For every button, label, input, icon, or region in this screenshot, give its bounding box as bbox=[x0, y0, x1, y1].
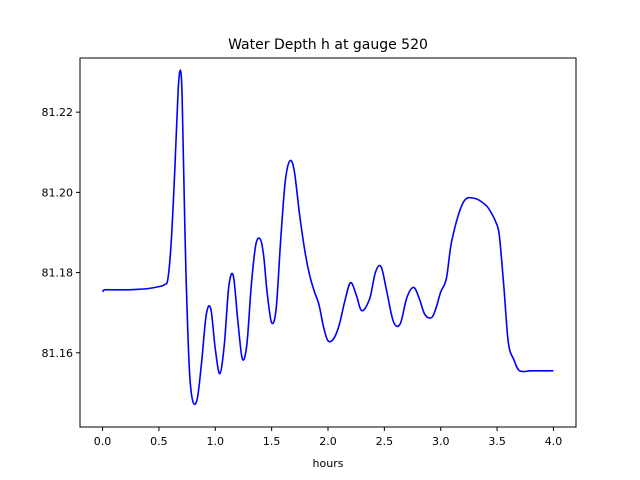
y-tick-label: 81.16 bbox=[42, 347, 74, 360]
y-tick-label: 81.20 bbox=[42, 186, 74, 199]
x-tick-label: 3.5 bbox=[488, 435, 506, 448]
x-tick-label: 4.0 bbox=[545, 435, 563, 448]
x-axis-ticks: 0.0 0.5 1.0 1.5 2.0 2.5 3.0 3.5 4.0 bbox=[94, 427, 562, 448]
x-tick-label: 3.0 bbox=[432, 435, 450, 448]
y-axis-ticks: 81.16 81.18 81.20 81.22 bbox=[42, 106, 80, 360]
plot-area bbox=[101, 69, 554, 406]
x-tick-label: 2.5 bbox=[376, 435, 394, 448]
series-line bbox=[101, 69, 554, 406]
chart-title: Water Depth h at gauge 520 bbox=[228, 37, 428, 53]
x-tick-label: 0.0 bbox=[94, 435, 112, 448]
plot-frame bbox=[79, 57, 577, 428]
x-tick-label: 1.0 bbox=[207, 435, 225, 448]
y-tick-label: 81.18 bbox=[42, 267, 74, 280]
y-tick-label: 81.22 bbox=[42, 106, 74, 119]
x-axis-label: hours bbox=[313, 457, 344, 470]
x-tick-label: 1.5 bbox=[263, 435, 281, 448]
x-tick-label: 2.0 bbox=[319, 435, 337, 448]
x-tick-label: 0.5 bbox=[150, 435, 168, 448]
